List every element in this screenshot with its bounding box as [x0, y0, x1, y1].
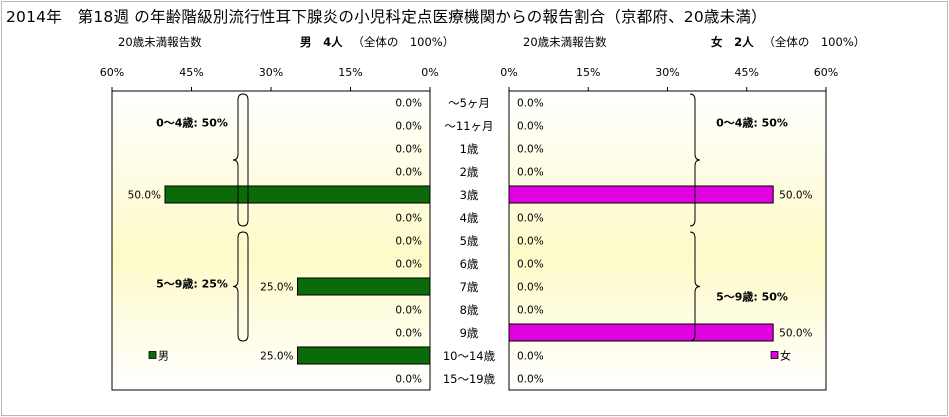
- age-category-label: ～5ヶ月: [448, 96, 490, 110]
- male-x-tick-label: 15%: [338, 66, 362, 79]
- male-data-label: 0.0%: [395, 121, 422, 133]
- male-data-label: 0.0%: [395, 144, 422, 156]
- male-bar: [297, 346, 431, 365]
- female-bar: [508, 323, 774, 342]
- male-legend-label: 男: [158, 350, 169, 363]
- male-group-label: 5～9歳: 25%: [156, 277, 228, 291]
- male-data-label: 0.0%: [395, 98, 422, 110]
- male-x-tick-label: 60%: [100, 66, 124, 79]
- age-category-label: ～11ヶ月: [444, 119, 493, 133]
- female-count-header: 女 2人 （全体の 100%）: [711, 34, 865, 50]
- female-count: 2人: [734, 35, 754, 49]
- age-category-label: 6歳: [460, 257, 479, 271]
- female-group-label: 0～4歳: 50%: [716, 116, 788, 130]
- female-x-tick-label: 45%: [735, 66, 759, 79]
- age-category-label: 3歳: [460, 188, 479, 202]
- female-data-label: 0.0%: [517, 98, 544, 110]
- male-legend-swatch: [148, 351, 157, 359]
- male-data-label: 0.0%: [395, 167, 422, 179]
- male-sex-label: 男: [300, 35, 312, 49]
- female-sex-label: 女: [711, 35, 723, 49]
- male-data-label: 0.0%: [395, 213, 422, 225]
- female-data-label: 50.0%: [779, 190, 812, 202]
- male-bar: [164, 185, 431, 204]
- age-category-label: 5歳: [460, 234, 479, 248]
- male-data-label: 25.0%: [260, 282, 293, 294]
- age-category-label: 15～19歳: [443, 372, 496, 386]
- age-category-label: 8歳: [460, 303, 479, 317]
- female-data-label: 0.0%: [517, 213, 544, 225]
- male-group-label: 0～4歳: 50%: [156, 116, 228, 130]
- female-x-tick-label: 60%: [814, 66, 838, 79]
- chart-title: 2014年 第18週 の年齢階級別流行性耳下腺炎の小児科定点医療機関からの報告割…: [6, 8, 767, 26]
- male-share-note: （全体の 100%）: [352, 35, 455, 49]
- female-data-label: 50.0%: [779, 328, 812, 340]
- age-category-label: 7歳: [460, 280, 479, 294]
- male-group-brace: [232, 231, 244, 342]
- female-data-label: 0.0%: [517, 282, 544, 294]
- male-group-brace: [232, 93, 244, 227]
- female-x-tick-label: 30%: [655, 66, 679, 79]
- male-bar: [297, 277, 431, 296]
- age-category-label: 1歳: [460, 142, 479, 156]
- male-data-label: 50.0%: [128, 190, 161, 202]
- male-report-label: 20歳未満報告数: [118, 35, 202, 49]
- male-data-label: 0.0%: [395, 305, 422, 317]
- age-category-label: 4歳: [460, 211, 479, 225]
- male-data-label: 0.0%: [395, 259, 422, 271]
- male-x-tick-label: 0%: [421, 66, 438, 79]
- male-data-label: 0.0%: [395, 236, 422, 248]
- male-data-label: 25.0%: [260, 351, 293, 363]
- female-data-label: 0.0%: [517, 351, 544, 363]
- female-data-label: 0.0%: [517, 374, 544, 386]
- female-x-tick-label: 15%: [576, 66, 600, 79]
- female-share-note: （全体の 100%）: [763, 35, 866, 49]
- male-x-tick-label: 30%: [259, 66, 283, 79]
- female-data-label: 0.0%: [517, 305, 544, 317]
- age-category-label: 9歳: [460, 326, 479, 340]
- female-legend-label: 女: [780, 349, 791, 363]
- male-group-bracket: [242, 93, 249, 227]
- male-count: 4人: [323, 35, 343, 49]
- male-data-label: 0.0%: [395, 374, 422, 386]
- female-group-label: 5～9歳: 50%: [716, 289, 788, 303]
- male-x-tick-label: 45%: [179, 66, 203, 79]
- female-data-label: 0.0%: [517, 167, 544, 179]
- female-legend-swatch: [770, 351, 779, 359]
- female-data-label: 0.0%: [517, 121, 544, 133]
- male-group-bracket: [242, 231, 249, 342]
- female-group-brace: [689, 231, 701, 342]
- female-group-brace: [689, 93, 701, 227]
- age-category-label: 10～14歳: [443, 349, 496, 363]
- male-count-header: 男 4人 （全体の 100%）: [300, 34, 454, 50]
- female-bar: [508, 185, 774, 204]
- female-x-tick-label: 0%: [500, 66, 517, 79]
- female-data-label: 0.0%: [517, 259, 544, 271]
- female-plot-area: [508, 90, 827, 391]
- female-data-label: 0.0%: [517, 144, 544, 156]
- female-data-label: 0.0%: [517, 236, 544, 248]
- male-plot-area: [111, 90, 431, 391]
- female-report-label: 20歳未満報告数: [523, 35, 607, 49]
- age-category-label: 2歳: [460, 165, 479, 179]
- male-data-label: 0.0%: [395, 328, 422, 340]
